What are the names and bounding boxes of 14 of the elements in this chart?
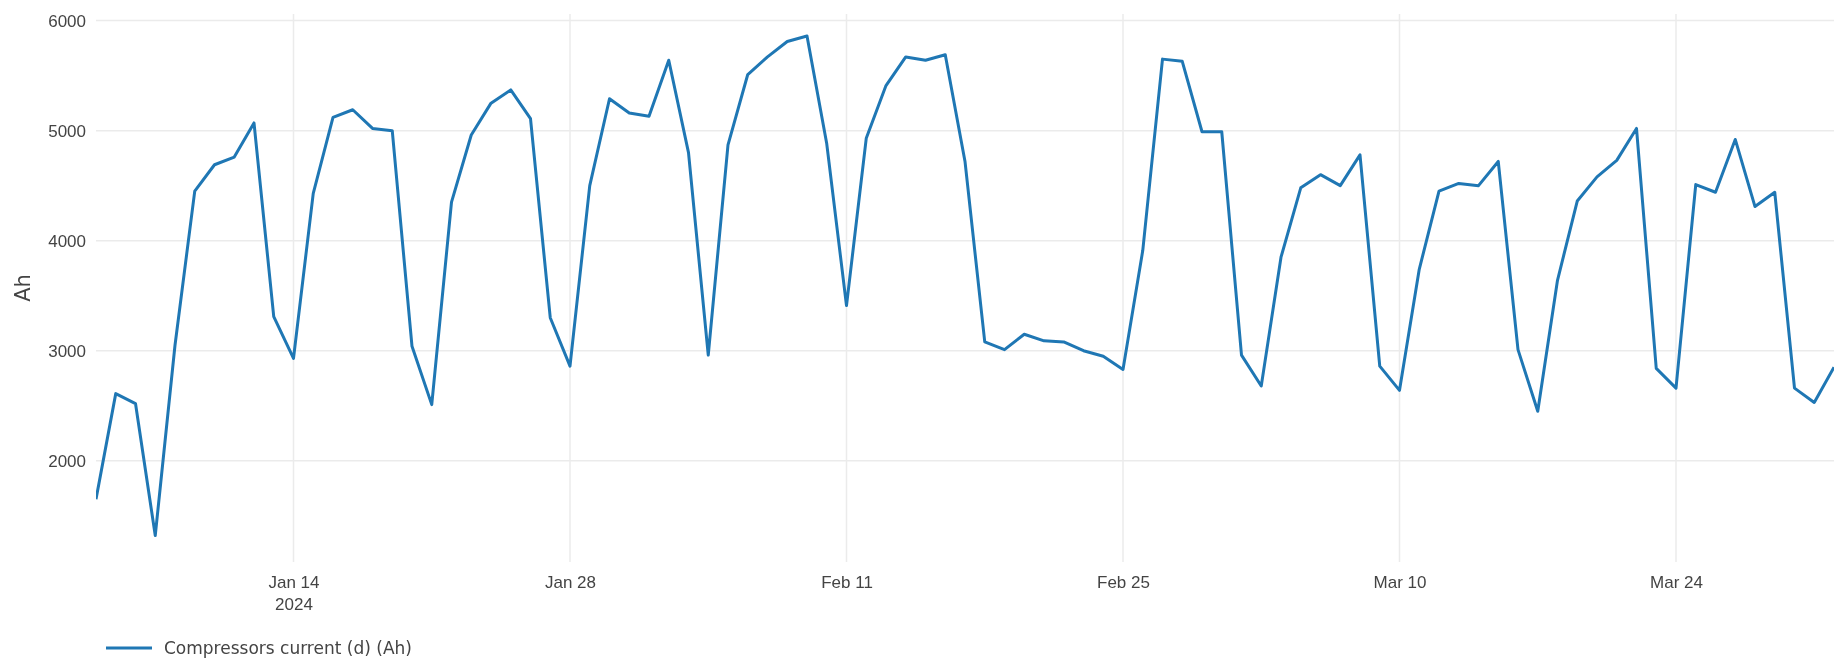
x-tick-label: Mar 24	[1650, 573, 1703, 592]
y-axis-title: Ah	[11, 274, 35, 302]
y-tick-label: 6000	[48, 11, 86, 31]
y-tick-label: 3000	[48, 341, 86, 361]
legend-label: Compressors current (d) (Ah)	[164, 637, 412, 658]
line-series	[96, 34, 1834, 538]
x-tick-label: Mar 10	[1373, 573, 1427, 592]
x-tick-label: Feb 25	[1097, 573, 1150, 592]
y-tick-label: 2000	[48, 451, 86, 471]
y-tick-label: 4000	[48, 231, 86, 251]
y-tick-label: 5000	[48, 121, 86, 141]
x-tick-label: Jan 28	[544, 573, 597, 592]
x-tick-label: Feb 11	[821, 573, 873, 592]
x-tick-label: Jan 14 2024	[268, 573, 320, 614]
